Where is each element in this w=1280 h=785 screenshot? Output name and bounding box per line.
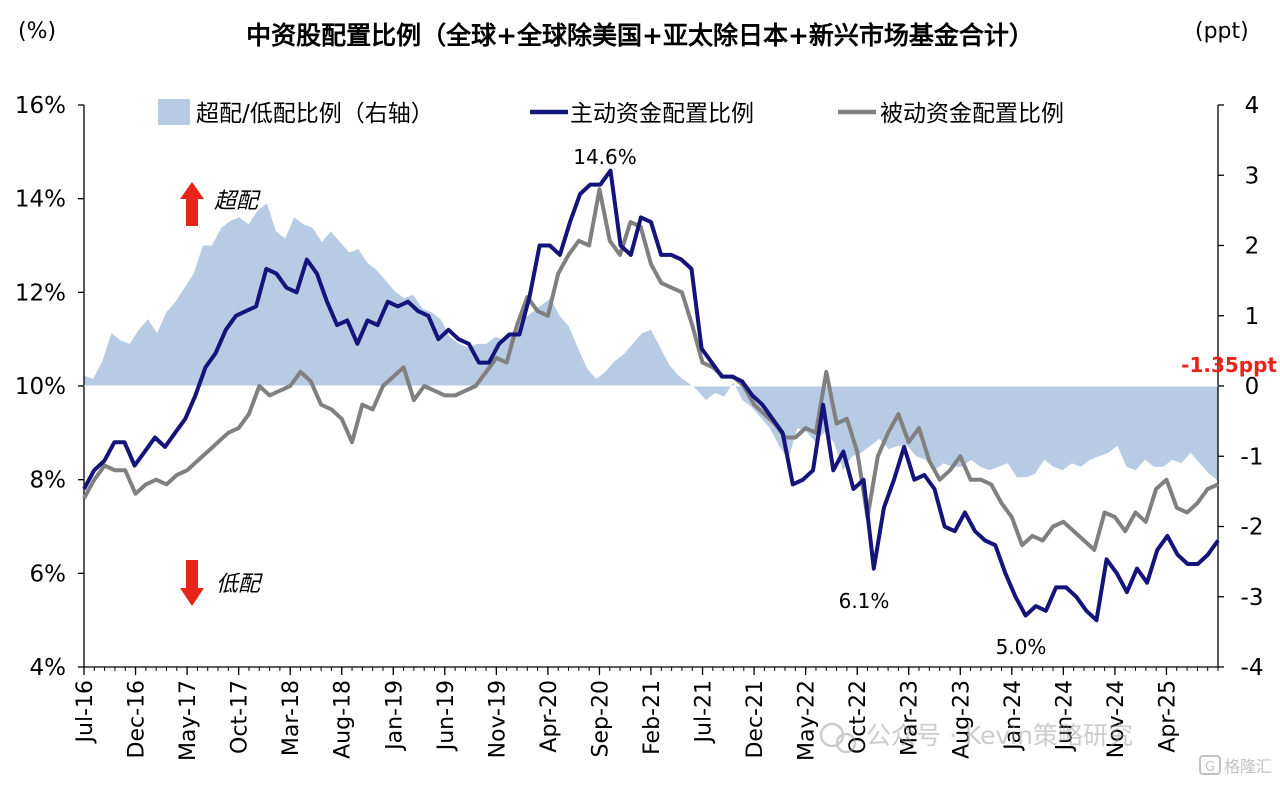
- x-tick-label: Jun-19: [434, 680, 459, 752]
- legend: 超配/低配比例（右轴） 主动资金配置比例 被动资金配置比例: [158, 99, 1064, 127]
- x-tick-label: Feb-21: [640, 680, 665, 755]
- left-tick-label: 4%: [30, 655, 67, 681]
- series-line-active: [82, 168, 1220, 623]
- overweight-annotation: 超配: [180, 182, 261, 226]
- x-tick-label: Oct-22: [846, 680, 871, 754]
- brand-watermark: G 格隆汇: [1199, 755, 1272, 776]
- left-tick-label: 6%: [30, 561, 67, 587]
- x-tick-label: Jun-24: [1052, 680, 1077, 752]
- x-tick-label: Apr-20: [537, 680, 562, 753]
- watermark-text: 公众号 · Kevin策略研究: [866, 721, 1133, 750]
- legend-label-active: 主动资金配置比例: [570, 101, 754, 127]
- underweight-label: 低配: [216, 572, 263, 597]
- x-tick-label: May-22: [795, 680, 820, 761]
- x-tick-label: Aug-18: [331, 680, 356, 759]
- right-tick-label: 3: [1245, 163, 1260, 189]
- right-tick-label: 4: [1245, 93, 1260, 119]
- legend-swatch-area: [158, 99, 190, 125]
- trough-label-2022: 6.1%: [839, 589, 890, 613]
- right-tick-label: -4: [1241, 655, 1264, 681]
- right-tick-label: 1: [1245, 304, 1260, 330]
- right-tick-label: 2: [1245, 234, 1260, 260]
- x-tick-label: Jul-16: [73, 680, 98, 744]
- x-tick-label: Aug-23: [949, 680, 974, 759]
- left-tick-label: 10%: [15, 374, 66, 400]
- line-layer: [82, 168, 1220, 623]
- brand-logo-icon: [1199, 755, 1221, 775]
- x-tick-label: Dec-16: [125, 680, 150, 759]
- down-arrow-icon: [180, 560, 204, 606]
- trough-label-2024: 5.0%: [996, 635, 1047, 659]
- x-tick-label: Nov-24: [1104, 680, 1129, 758]
- wechat-icon-inner: [835, 732, 857, 754]
- brand-name: 格隆汇: [1224, 757, 1272, 776]
- overweight-label: 超配: [214, 189, 261, 214]
- right-tick-label: -2: [1241, 515, 1264, 541]
- left-tick-label: 14%: [15, 187, 66, 213]
- brand-logo-glyph: G: [1205, 760, 1215, 775]
- x-tick-label: Mar-18: [279, 680, 304, 756]
- legend-label-area: 超配/低配比例（右轴）: [196, 101, 434, 127]
- x-tick-label: May-17: [176, 680, 201, 761]
- chart-title: 中资股配置比例（全球+全球除美国+亚太除日本+新兴市场基金合计）: [246, 21, 1034, 50]
- area-layer: [84, 203, 1218, 481]
- left-tick-label: 8%: [30, 468, 67, 494]
- x-tick-label: Jan-19: [382, 680, 407, 752]
- watermark: 公众号 · Kevin策略研究: [819, 721, 1133, 754]
- right-tick-label: 0: [1245, 374, 1260, 400]
- series-area-overweight: [84, 203, 1218, 481]
- left-tick-label: 12%: [15, 280, 66, 306]
- x-tick-label: Apr-25: [1156, 680, 1181, 753]
- right-tick-label: -3: [1241, 585, 1264, 611]
- x-tick-label: Oct-17: [228, 680, 253, 754]
- series-line-passive: [82, 187, 1219, 552]
- latest-diff-label: -1.35ppt: [1181, 353, 1277, 377]
- underweight-annotation: 低配: [180, 560, 263, 606]
- x-tick-label: Jul-21: [692, 680, 717, 744]
- x-tick-label: Mar-23: [898, 680, 923, 756]
- peak-label: 14.6%: [573, 145, 637, 169]
- right-tick-label: -1: [1241, 444, 1264, 470]
- x-tick-label: Nov-19: [485, 680, 510, 758]
- left-axis-unit: (%): [18, 19, 56, 44]
- left-tick-label: 16%: [15, 93, 66, 119]
- x-tick-label: Sep-20: [589, 680, 614, 757]
- x-tick-label: Dec-21: [743, 680, 768, 759]
- up-arrow-icon: [180, 182, 204, 226]
- right-axis-unit: (ppt): [1195, 19, 1249, 44]
- x-tick-label: Jan-24: [1001, 680, 1026, 752]
- axes-layer: 4% 6% 8% 10% 12% 14% 16% -4 -3 -2 -1 0 1 2 3 4 Jul-16 Dec…: [15, 93, 1264, 761]
- legend-label-passive: 被动资金配置比例: [880, 101, 1064, 127]
